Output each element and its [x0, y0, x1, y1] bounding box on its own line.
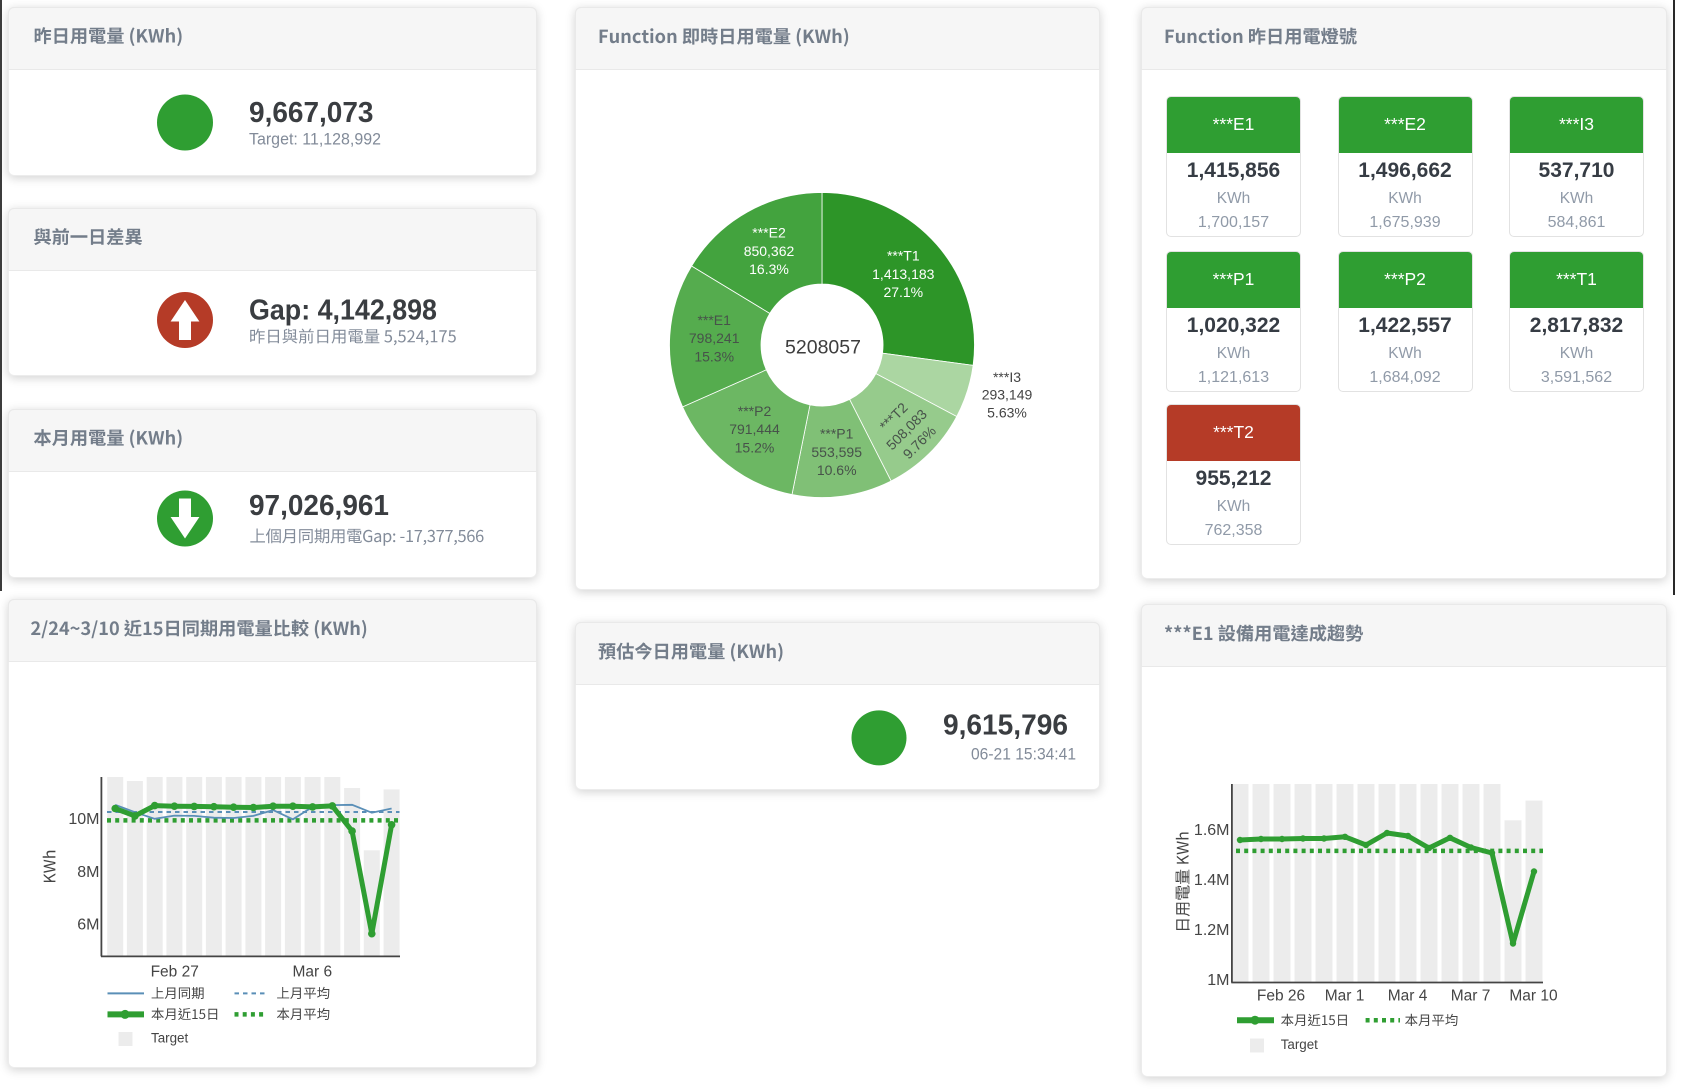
svg-text:***P2: ***P2	[1384, 269, 1426, 289]
svg-text:***E1: ***E1	[697, 312, 731, 328]
svg-text:Mar 4: Mar 4	[1388, 988, 1428, 1005]
svg-text:798,241: 798,241	[689, 330, 740, 346]
svg-text:1.2M: 1.2M	[1194, 922, 1230, 939]
svg-text:15.3%: 15.3%	[694, 348, 734, 364]
svg-text:5208057: 5208057	[785, 337, 861, 359]
svg-text:293,149: 293,149	[982, 387, 1033, 403]
svg-text:Mar 1: Mar 1	[1325, 988, 1365, 1005]
svg-text:***T1: ***T1	[1556, 269, 1597, 289]
svg-text:6M: 6M	[77, 916, 99, 933]
svg-text:***P2: ***P2	[738, 403, 772, 419]
svg-text:1,496,662: 1,496,662	[1358, 159, 1451, 182]
svg-text:1.6M: 1.6M	[1194, 822, 1230, 839]
svg-text:10.6%: 10.6%	[817, 462, 857, 478]
svg-text:Target: 11,128,992: Target: 11,128,992	[249, 131, 381, 149]
svg-text:***I3: ***I3	[1559, 114, 1594, 134]
svg-text:2,817,832: 2,817,832	[1530, 314, 1623, 337]
svg-text:Target: Target	[151, 1031, 188, 1046]
svg-text:Mar 10: Mar 10	[1509, 988, 1558, 1005]
svg-text:27.1%: 27.1%	[883, 284, 923, 300]
svg-text:***E1: ***E1	[1213, 114, 1255, 134]
svg-text:***T2: ***T2	[1213, 422, 1254, 442]
svg-text:Gap: 4,142,898: Gap: 4,142,898	[249, 295, 437, 327]
svg-text:***P1: ***P1	[1213, 269, 1255, 289]
svg-text:762,358: 762,358	[1205, 522, 1263, 539]
svg-text:850,362: 850,362	[744, 243, 795, 259]
svg-text:553,595: 553,595	[811, 444, 862, 460]
svg-text:***I3: ***I3	[993, 369, 1021, 385]
svg-text:5.63%: 5.63%	[987, 404, 1027, 420]
svg-text:KWh: KWh	[1388, 345, 1422, 362]
svg-text:9,615,796: 9,615,796	[943, 710, 1068, 742]
svg-text:Feb 26: Feb 26	[1257, 988, 1305, 1005]
svg-text:Target: Target	[1281, 1037, 1318, 1052]
svg-text:1,422,557: 1,422,557	[1358, 314, 1451, 337]
svg-text:1M: 1M	[1207, 972, 1229, 989]
svg-text:KWh: KWh	[1217, 190, 1251, 207]
svg-text:***E2: ***E2	[752, 225, 786, 241]
svg-text:1,675,939: 1,675,939	[1369, 214, 1440, 231]
svg-text:1,020,322: 1,020,322	[1187, 314, 1280, 337]
svg-text:10M: 10M	[68, 811, 99, 828]
svg-text:KWh: KWh	[1388, 190, 1422, 207]
svg-text:1,684,092: 1,684,092	[1369, 369, 1440, 386]
svg-text:15.2%: 15.2%	[735, 439, 775, 455]
svg-text:KWh: KWh	[1217, 345, 1251, 362]
svg-text:537,710: 537,710	[1539, 159, 1615, 182]
svg-text:1,700,157: 1,700,157	[1198, 214, 1269, 231]
svg-text:9,667,073: 9,667,073	[249, 97, 374, 129]
svg-text:1,121,613: 1,121,613	[1198, 369, 1269, 386]
svg-text:Mar 6: Mar 6	[292, 964, 332, 981]
svg-text:***P1: ***P1	[820, 426, 854, 442]
svg-text:***E2: ***E2	[1384, 114, 1426, 134]
svg-text:8M: 8M	[77, 864, 99, 881]
svg-text:Feb 27: Feb 27	[151, 964, 199, 981]
svg-text:Mar 7: Mar 7	[1451, 988, 1491, 1005]
svg-text:1,413,183: 1,413,183	[872, 266, 934, 282]
svg-text:955,212: 955,212	[1196, 467, 1272, 490]
svg-text:1,415,856: 1,415,856	[1187, 159, 1280, 182]
svg-text:***T1: ***T1	[887, 248, 920, 264]
svg-text:97,026,961: 97,026,961	[249, 490, 389, 522]
svg-text:06-21 15:34:41: 06-21 15:34:41	[971, 746, 1076, 764]
svg-text:KWh: KWh	[1560, 190, 1594, 207]
svg-text:1.4M: 1.4M	[1194, 872, 1230, 889]
svg-text:791,444: 791,444	[729, 421, 780, 437]
svg-text:KWh: KWh	[1217, 498, 1251, 515]
svg-text:584,861: 584,861	[1548, 214, 1606, 231]
svg-text:3,591,562: 3,591,562	[1541, 369, 1612, 386]
svg-text:KWh: KWh	[1560, 345, 1594, 362]
svg-text:16.3%: 16.3%	[749, 261, 789, 277]
